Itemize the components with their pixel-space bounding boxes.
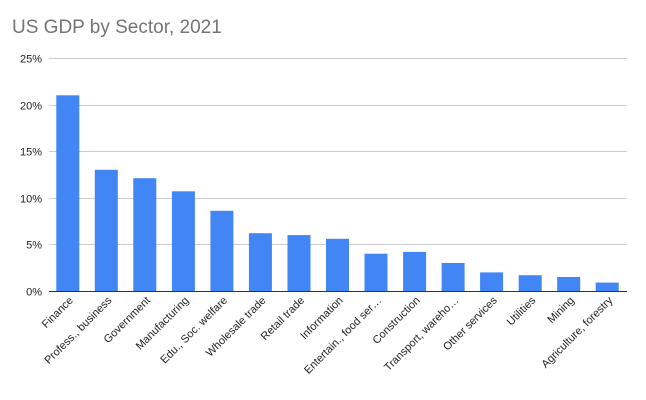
bars xyxy=(56,95,619,291)
x-tick-label: Mining xyxy=(545,295,576,326)
bar[interactable] xyxy=(480,272,504,291)
bar[interactable] xyxy=(403,251,427,291)
bar[interactable] xyxy=(364,253,388,291)
y-axis-ticks: 0% 5% 10% 15% 20% 25% xyxy=(20,54,42,299)
bar[interactable] xyxy=(441,263,465,291)
x-tick-label: Finance xyxy=(40,295,76,331)
y-tick-label: 10% xyxy=(20,194,42,206)
bar[interactable] xyxy=(133,178,157,291)
y-tick-label: 15% xyxy=(20,147,42,159)
x-tick-label: Profess., business xyxy=(42,294,114,366)
bar[interactable] xyxy=(210,210,234,291)
y-tick-label: 20% xyxy=(20,101,42,113)
x-tick-label: Agriculture, forestry xyxy=(539,294,615,370)
bar[interactable] xyxy=(326,238,349,291)
y-tick-label: 0% xyxy=(26,287,42,299)
x-tick-label: Utilities xyxy=(505,294,539,328)
x-tick-label: Edu., Soc. welfare xyxy=(158,295,230,367)
bar[interactable] xyxy=(56,95,80,291)
y-tick-label: 25% xyxy=(20,54,42,66)
bar[interactable] xyxy=(557,277,581,291)
bar[interactable] xyxy=(595,282,619,291)
y-tick-label: 5% xyxy=(26,240,42,252)
x-tick-label: Transport, wareho… xyxy=(382,295,461,374)
bar[interactable] xyxy=(94,169,118,291)
chart-title: US GDP by Sector, 2021 xyxy=(12,17,222,38)
bar[interactable] xyxy=(287,235,311,291)
bar[interactable] xyxy=(518,275,542,291)
bar[interactable] xyxy=(248,233,272,291)
bar[interactable] xyxy=(171,191,195,291)
